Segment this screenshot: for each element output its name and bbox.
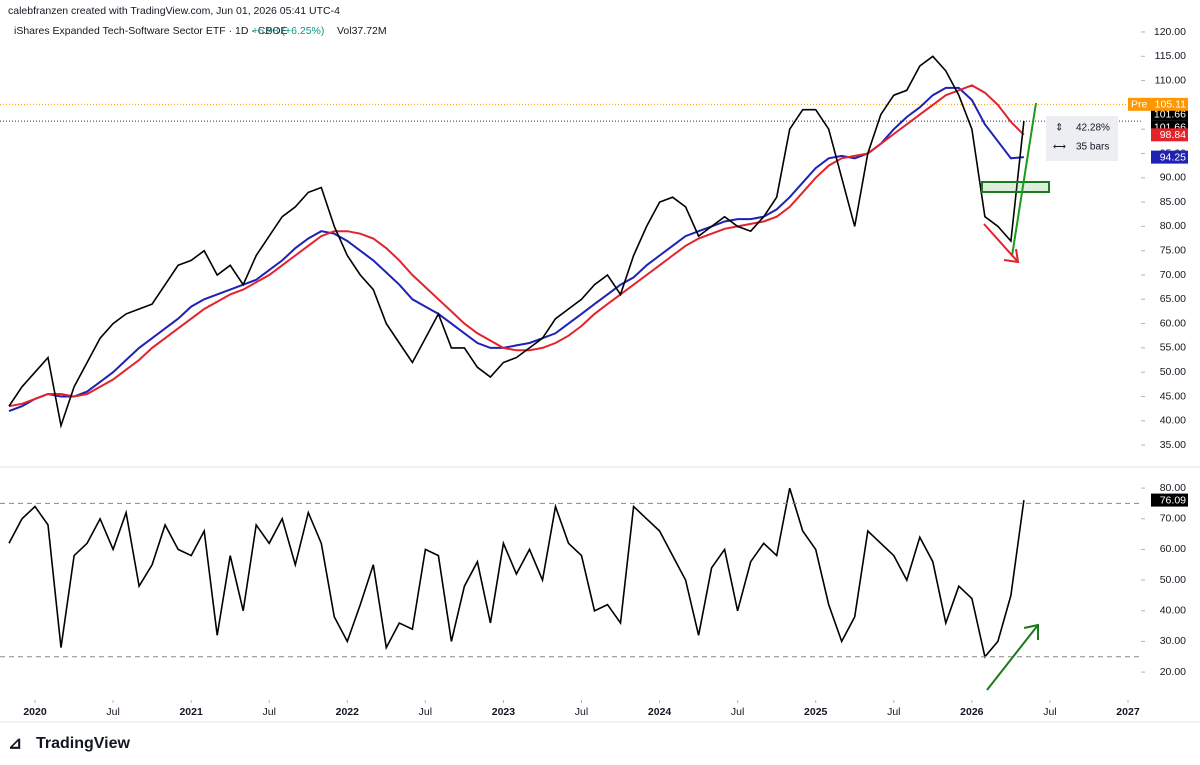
x-tick-label: 2024	[648, 706, 672, 718]
x-tick-label: 2020	[23, 706, 47, 718]
volume: Vol37.72M	[337, 25, 387, 37]
arrow-head	[1023, 623, 1039, 640]
price-tag	[1151, 150, 1188, 164]
x-tick-label: 2027	[1116, 706, 1140, 718]
price-tag	[1151, 493, 1188, 507]
brand: TradingView	[36, 735, 131, 752]
zone-box	[981, 181, 1050, 193]
y-tick-label: 80.00	[1160, 220, 1186, 232]
up-arrow	[1011, 102, 1037, 257]
y-tick-label: 120.00	[1154, 26, 1186, 38]
y-tick-label: 110.00	[1155, 74, 1186, 86]
x-tick-label: 2021	[179, 706, 203, 718]
premarket-value: 105.11	[1155, 99, 1186, 111]
premarket-label: Pre	[1131, 99, 1148, 111]
y-tick-label: 75.00	[1160, 244, 1186, 256]
measure-box	[1046, 116, 1118, 161]
y-tick-label: 80.00	[1160, 482, 1186, 494]
y-tick-label: 60.00	[1160, 317, 1186, 329]
rsi-arrow	[986, 624, 1039, 691]
y-tick-label: 85.00	[1160, 196, 1186, 208]
x-tick-label: 2026	[960, 706, 984, 718]
y-tick-label: 40.00	[1160, 605, 1186, 617]
change: +5.98 (+6.25%)	[252, 25, 324, 37]
y-tick-label: 40.00	[1160, 415, 1186, 427]
measure-icon: ⇕	[1055, 123, 1063, 134]
y-tick-label: 70.00	[1160, 269, 1186, 281]
y-tick-label: 45.00	[1160, 390, 1186, 402]
x-tick-label: Jul	[887, 706, 900, 718]
y-tick-label: 115.00	[1155, 50, 1186, 62]
y-tick-label: 65.00	[1160, 293, 1186, 305]
y-tick-label: 70.00	[1160, 513, 1186, 525]
x-tick-label: Jul	[106, 706, 119, 718]
x-tick-label: Jul	[263, 706, 276, 718]
x-tick-label: Jul	[419, 706, 432, 718]
measure-bars: 35 bars	[1076, 142, 1109, 153]
price-tag-label: 94.25	[1160, 151, 1186, 163]
premarket-tag	[1128, 97, 1188, 111]
y-tick-label: 90.00	[1160, 172, 1186, 184]
measure-percent: 42.28%	[1076, 123, 1110, 134]
x-tick-label: 2023	[492, 706, 516, 718]
series-line	[8, 55, 1025, 429]
y-tick-label: 35.00	[1160, 439, 1186, 451]
symbol-title: iShares Expanded Tech-Software Sector ET…	[14, 25, 288, 37]
x-tick-label: 2025	[804, 706, 828, 718]
attribution: calebfranzen created with TradingView.co…	[8, 5, 340, 17]
y-tick-label: 20.00	[1160, 666, 1186, 678]
x-tick-label: Jul	[731, 706, 744, 718]
y-tick-label: 60.00	[1160, 543, 1186, 555]
y-tick-label: 50.00	[1160, 366, 1186, 378]
arrow-head	[1003, 248, 1020, 264]
x-tick-label: Jul	[1043, 706, 1056, 718]
price-tag	[1151, 128, 1188, 142]
x-tick-label: 2022	[336, 706, 360, 718]
measure-icon: ⟷	[1053, 141, 1066, 151]
series-line	[8, 84, 1025, 408]
y-tick-label: 30.00	[1160, 635, 1186, 647]
series-line	[8, 487, 1025, 659]
price-tag-label: 101.66	[1154, 108, 1186, 120]
x-tick-label: Jul	[575, 706, 588, 718]
series-line	[8, 86, 1024, 413]
price-tag-label: 98.84	[1160, 129, 1186, 141]
y-tick-label: 55.00	[1160, 342, 1186, 354]
price-tag-label: 76.09	[1160, 494, 1186, 506]
price-tag	[1151, 107, 1188, 121]
down-arrow	[983, 223, 1019, 263]
y-tick-label: 50.00	[1160, 574, 1186, 586]
logo-mark: ⊿	[8, 733, 22, 752]
